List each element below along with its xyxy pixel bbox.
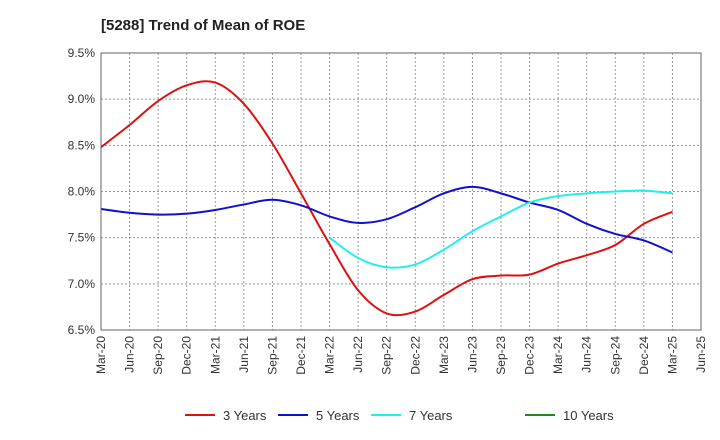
series-line-5-years [100,185,673,254]
x-tick-label: Jun-24 [580,336,594,373]
y-tick-label: 6.5% [68,323,96,337]
x-tick-label: Jun-20 [123,336,137,373]
x-tick-label: Mar-21 [208,336,222,374]
x-tick-label: Dec-23 [523,336,537,375]
y-tick-label: 7.0% [68,277,96,291]
y-tick-label: 8.0% [68,185,96,199]
x-tick-label: Sep-23 [494,336,508,375]
x-tick-label: Sep-21 [265,336,279,375]
x-axis-ticks: Mar-20 Jun-20 Sep-20 Dec-20 Mar-21 Jun-21 Sep-… [94,336,708,375]
x-tick-label: Jun-22 [351,336,365,373]
series-line-7-years [328,189,673,269]
x-tick-label: Mar-22 [323,336,337,374]
series-line-3-years [100,80,673,317]
series-lines [100,80,673,317]
x-tick-label: Dec-24 [637,336,651,375]
x-tick-label: Mar-24 [551,336,565,374]
x-tick-label: Jun-21 [237,336,251,373]
x-tick-label: Sep-22 [380,336,394,375]
y-tick-label: 9.5% [68,46,96,60]
legend-label-10-years: 10 Years [563,408,614,423]
x-tick-label: Mar-25 [665,336,679,374]
x-tick-label: Mar-20 [94,336,108,374]
y-tick-label: 7.5% [68,231,96,245]
y-tick-label: 9.0% [68,92,96,106]
x-tick-label: Sep-20 [151,336,165,375]
legend: 3 Years 5 Years 7 Years 10 Years [185,408,614,423]
legend-label-3-years: 3 Years [223,408,267,423]
x-tick-label: Jun-23 [465,336,479,373]
chart-title: [5288] Trend of Mean of ROE [101,17,305,34]
x-tick-label: Dec-22 [408,336,422,375]
x-tick-label: Mar-23 [437,336,451,374]
x-tick-label: Dec-21 [294,336,308,375]
x-tick-label: Dec-20 [180,336,194,375]
legend-label-7-years: 7 Years [409,408,453,423]
y-axis-ticks: 6.5% 7.0% 7.5% 8.0% 8.5% 9.0% 9.5% [68,46,96,337]
x-tick-label: Sep-24 [608,336,622,375]
legend-label-5-years: 5 Years [316,408,360,423]
y-tick-label: 8.5% [68,138,96,152]
x-tick-label: Jun-25 [694,336,708,373]
plot-frame [100,52,702,331]
